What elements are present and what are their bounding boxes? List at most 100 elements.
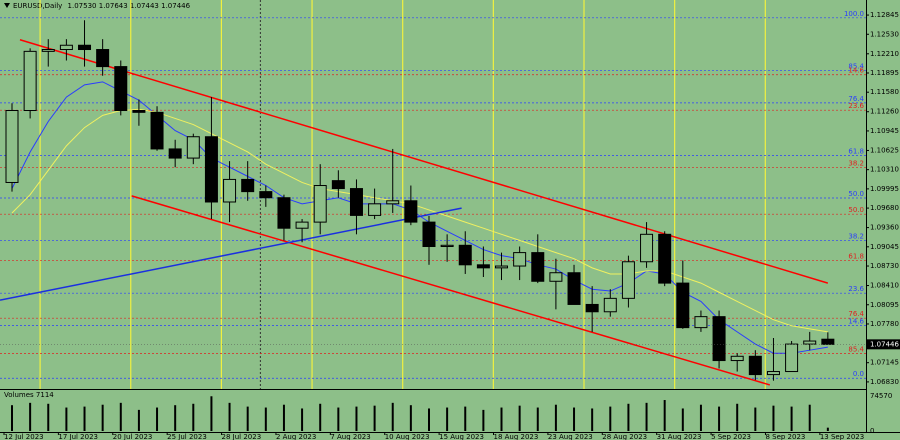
fib-label: 14.6: [848, 67, 864, 75]
candle-body: [59, 44, 73, 51]
fib-label: 38.2: [848, 160, 864, 168]
candle-body: [694, 316, 708, 329]
candle-body: [585, 303, 599, 313]
y-tick-label: 1.12530: [870, 30, 899, 38]
candle-body: [549, 272, 563, 282]
candle-body: [349, 188, 363, 216]
candle-body: [803, 340, 817, 345]
trendline: [131, 195, 771, 386]
x-tick-label: 31 Aug 2023: [657, 433, 702, 440]
y-tick-label: 1.09680: [870, 204, 899, 212]
fib-label: 23.6: [848, 285, 864, 293]
candle-body: [422, 221, 436, 248]
candle-body: [785, 343, 799, 373]
current-price-box: [867, 339, 900, 350]
fib-label: 0.0: [853, 370, 864, 378]
y-tick-label: 1.11895: [870, 69, 899, 77]
x-tick-label: 20 Jul 2023: [113, 433, 153, 440]
volume-last: 7114: [36, 391, 54, 399]
x-tick-label: 28 Aug 2023: [602, 433, 647, 440]
candle-body: [114, 66, 128, 112]
y-tick-label: 1.08095: [870, 301, 899, 309]
quote-high: 1.07643: [99, 2, 128, 10]
y-tick-label: 1.11580: [870, 88, 899, 96]
volume-tick-label: 74570: [870, 392, 892, 400]
trendline: [19, 39, 829, 284]
candle-body: [204, 136, 218, 203]
x-tick-label: 28 Jul 2023: [222, 433, 262, 440]
y-tick-label: 1.08730: [870, 262, 899, 270]
trendline: [0, 207, 462, 301]
y-tick-label: 1.12210: [870, 50, 899, 58]
candle-body: [168, 148, 182, 159]
fib-label: 85.4: [848, 62, 864, 70]
current-price-label: 1.07446: [870, 340, 899, 348]
candle-body: [531, 252, 545, 282]
candle-body: [476, 264, 490, 269]
quote-open: 1.07530: [68, 2, 97, 10]
y-tick-label: 1.07145: [870, 359, 899, 367]
candle-body: [259, 191, 273, 199]
candle-body: [132, 110, 146, 113]
candle-body: [23, 50, 37, 112]
candle-body: [386, 200, 400, 205]
y-tick-label: 1.10625: [870, 146, 899, 154]
volume-header: Volumes 7114: [4, 391, 54, 399]
candle-body: [748, 355, 762, 376]
x-tick-label: 8 Sep 2023: [765, 433, 805, 440]
y-tick-label: 1.09995: [870, 185, 899, 193]
candle-body: [5, 110, 19, 183]
candle-body: [440, 244, 454, 248]
x-tick-label: 10 Aug 2023: [385, 433, 430, 440]
x-tick-label: 23 Aug 2023: [548, 433, 593, 440]
header: EURUSD,Daily 1.07530 1.07643 1.07443 1.0…: [13, 2, 191, 10]
x-tick-label: 2 Aug 2023: [276, 433, 316, 440]
x-tick-label: 18 Aug 2023: [494, 433, 539, 440]
y-tick-label: 1.09045: [870, 243, 899, 251]
candle-body: [658, 233, 672, 284]
fib-label: 76.4: [848, 310, 864, 318]
candle-body: [368, 203, 382, 216]
fib-label: 50.0: [848, 206, 864, 214]
fib-label: 100.0: [844, 10, 864, 18]
y-tick-label: 1.10945: [870, 127, 899, 135]
quote-close: 1.07446: [161, 2, 190, 10]
candle-body: [41, 49, 55, 52]
candle-body: [640, 233, 654, 263]
candle-body: [730, 355, 744, 362]
quote-low: 1.07443: [130, 2, 159, 10]
candle-body: [78, 44, 92, 51]
fib-label: 85.4: [848, 346, 864, 354]
y-tick-label: 1.11260: [870, 108, 899, 116]
y-tick-label: 1.10310: [870, 166, 899, 174]
candle-body: [766, 371, 780, 376]
y-tick-label: 1.08410: [870, 282, 899, 290]
symbol: EURUSD,Daily: [13, 2, 62, 10]
candle-body: [313, 185, 327, 223]
y-tick-label: 1.07780: [870, 320, 899, 328]
y-tick-label: 1.09360: [870, 224, 899, 232]
candle-body: [712, 316, 726, 362]
fib-label: 61.8: [848, 147, 864, 155]
candle-body: [186, 136, 200, 159]
header-icon: [4, 3, 10, 8]
candle-body: [96, 49, 110, 68]
fib-label: 76.4: [848, 95, 864, 103]
fib-label: 61.8: [848, 253, 864, 261]
candle-body: [676, 282, 690, 329]
y-tick-label: 1.06830: [870, 378, 899, 386]
candle-body: [223, 178, 237, 203]
fib-label: 38.2: [848, 233, 864, 241]
candle-body: [331, 180, 345, 190]
candle-body: [150, 111, 164, 150]
candle-body: [458, 244, 472, 266]
candle-body: [404, 200, 418, 223]
fib-label: 14.6: [848, 318, 864, 326]
x-tick-label: 13 Sep 2023: [820, 433, 864, 440]
candle-body: [513, 252, 527, 267]
x-tick-label: 12 Jul 2023: [4, 433, 44, 440]
indicator-line: [11, 108, 828, 333]
y-tick-label: 1.12845: [870, 11, 899, 19]
candle-body: [821, 338, 835, 345]
